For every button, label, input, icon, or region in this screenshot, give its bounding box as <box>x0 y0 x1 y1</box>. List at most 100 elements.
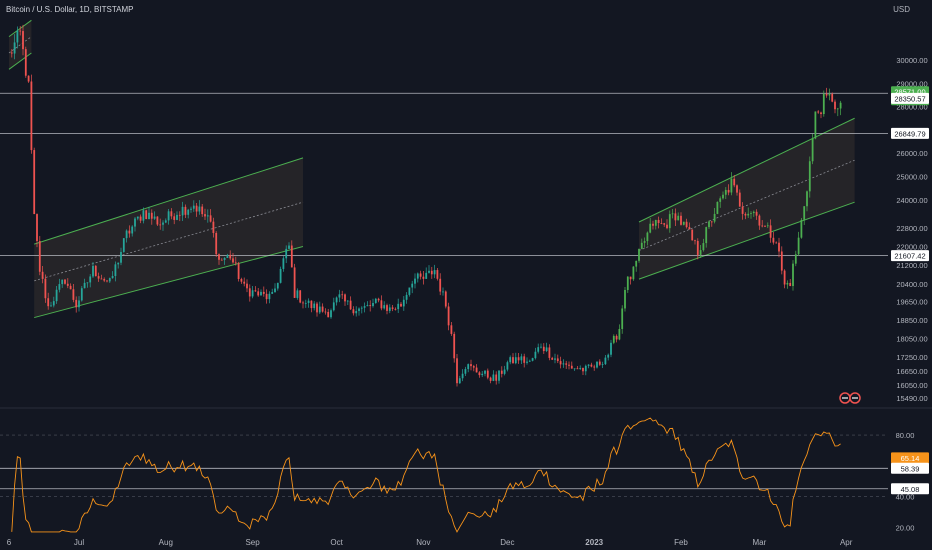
candle <box>162 220 164 231</box>
candle <box>204 208 206 221</box>
candle-body <box>229 254 232 259</box>
candle-body <box>621 308 624 329</box>
candle-body <box>338 294 341 298</box>
candle <box>694 239 696 245</box>
candle <box>621 305 624 334</box>
price-tick-label: 15490.00 <box>896 394 927 403</box>
candle <box>47 292 50 310</box>
candle-body <box>820 112 822 115</box>
candle <box>792 260 794 291</box>
candle-body <box>64 279 66 284</box>
candle <box>178 211 181 222</box>
time-tick-label: 2023 <box>585 538 603 547</box>
candle-body <box>265 293 268 300</box>
candle <box>825 87 828 98</box>
candle-body <box>352 309 355 314</box>
candle-body <box>332 302 335 311</box>
candle-body <box>470 364 472 367</box>
candle <box>596 361 598 369</box>
candle-body <box>794 254 797 264</box>
candle <box>237 261 240 282</box>
candle <box>797 231 800 256</box>
candle-body <box>271 292 274 294</box>
candle-body <box>738 192 741 207</box>
candle-body <box>97 276 100 279</box>
candle-body <box>439 278 442 292</box>
candle-body <box>456 358 458 384</box>
candle-body <box>590 364 593 367</box>
candle <box>394 307 397 311</box>
candle-body <box>394 308 397 310</box>
candle <box>612 334 615 345</box>
candle-body <box>500 370 503 374</box>
candle <box>727 184 730 196</box>
candle-body <box>551 357 554 360</box>
candle <box>668 210 671 233</box>
time-tick-label: Dec <box>500 538 514 547</box>
candle-body <box>696 240 699 255</box>
candle <box>691 229 694 241</box>
candle-body <box>262 291 265 294</box>
candle <box>629 276 632 285</box>
candle <box>523 353 526 368</box>
price-tick-label: 28000.00 <box>896 103 927 112</box>
candle <box>117 262 120 269</box>
candle <box>349 296 352 310</box>
candle-body <box>484 370 486 374</box>
candle-body <box>377 298 380 301</box>
candle <box>170 208 173 220</box>
candle <box>206 209 209 223</box>
price-axis: 15490.00 16050.00 16650.00 17250.00 18050.00… <box>896 56 928 532</box>
price-tick-label: 17250.00 <box>896 353 927 362</box>
candle <box>268 291 271 304</box>
candle-body <box>618 328 621 340</box>
candle <box>836 107 839 117</box>
price-tick-label: 16050.00 <box>896 381 927 390</box>
candle-body <box>582 367 584 372</box>
candle-body <box>587 364 590 366</box>
candle <box>55 285 58 304</box>
candle-body <box>103 278 106 281</box>
candle-body <box>668 214 671 229</box>
candle <box>568 361 570 370</box>
candle-body <box>346 300 349 302</box>
candle-body <box>66 283 69 286</box>
candle <box>318 301 321 315</box>
candle <box>243 277 246 287</box>
candle <box>618 324 621 341</box>
candle <box>610 339 612 358</box>
candle-body <box>268 293 271 300</box>
candle <box>744 212 747 220</box>
candle <box>456 353 458 387</box>
candle <box>786 280 789 289</box>
candle-body <box>416 273 419 279</box>
channel-mid-2 <box>638 159 855 251</box>
candle-body <box>486 370 489 378</box>
candle-body <box>430 270 433 275</box>
candle <box>69 283 72 290</box>
candle <box>52 296 55 308</box>
candle <box>246 279 248 293</box>
candle-body <box>100 278 103 280</box>
candle-body <box>201 206 204 215</box>
candle <box>374 297 377 304</box>
candle-body <box>716 201 719 214</box>
candle <box>604 354 607 365</box>
candle-body <box>380 300 383 309</box>
candle-body <box>685 221 688 228</box>
candle-body <box>260 291 262 296</box>
level-price-value: 28350.57 <box>894 94 925 103</box>
candle-body <box>769 225 772 238</box>
candle-body <box>834 101 836 110</box>
rsi-tick-label: 40.00 <box>896 493 915 502</box>
candle <box>548 344 551 361</box>
candle <box>148 206 150 220</box>
candle-body <box>16 30 19 43</box>
candle <box>554 353 556 364</box>
candle <box>607 353 610 361</box>
candle <box>433 264 436 279</box>
horizontal-levels <box>0 92 888 257</box>
candle <box>414 273 416 289</box>
price-tick-label: 24000.00 <box>896 196 927 205</box>
